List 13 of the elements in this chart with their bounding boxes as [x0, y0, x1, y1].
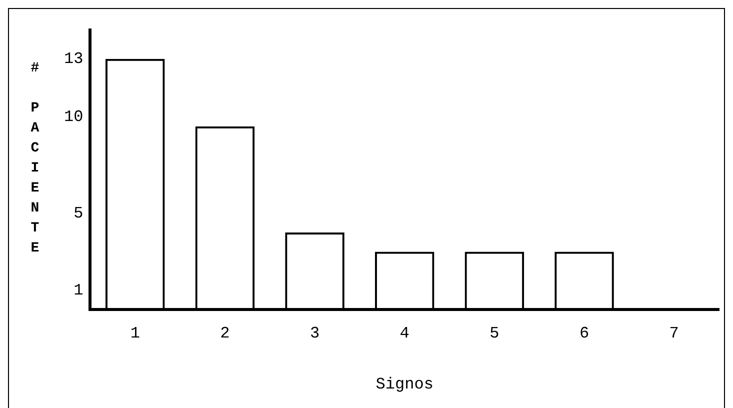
x-axis-title: Signos	[376, 376, 434, 394]
y-tick-label: 5	[74, 204, 84, 222]
x-tick-label: 1	[130, 324, 140, 342]
x-tick-label: 3	[310, 324, 320, 342]
x-tick-label: 7	[669, 324, 679, 342]
y-tick-label: 13	[64, 50, 84, 68]
text: # PACIENTE	[30, 60, 40, 257]
y-tick-label: 1	[74, 282, 84, 300]
x-tick-label: 4	[400, 324, 410, 342]
y-tick-label: 10	[64, 108, 84, 126]
x-tick-label: 2	[220, 324, 230, 342]
x-tick-label: 5	[490, 324, 500, 342]
x-tick-label: 6	[579, 324, 590, 342]
